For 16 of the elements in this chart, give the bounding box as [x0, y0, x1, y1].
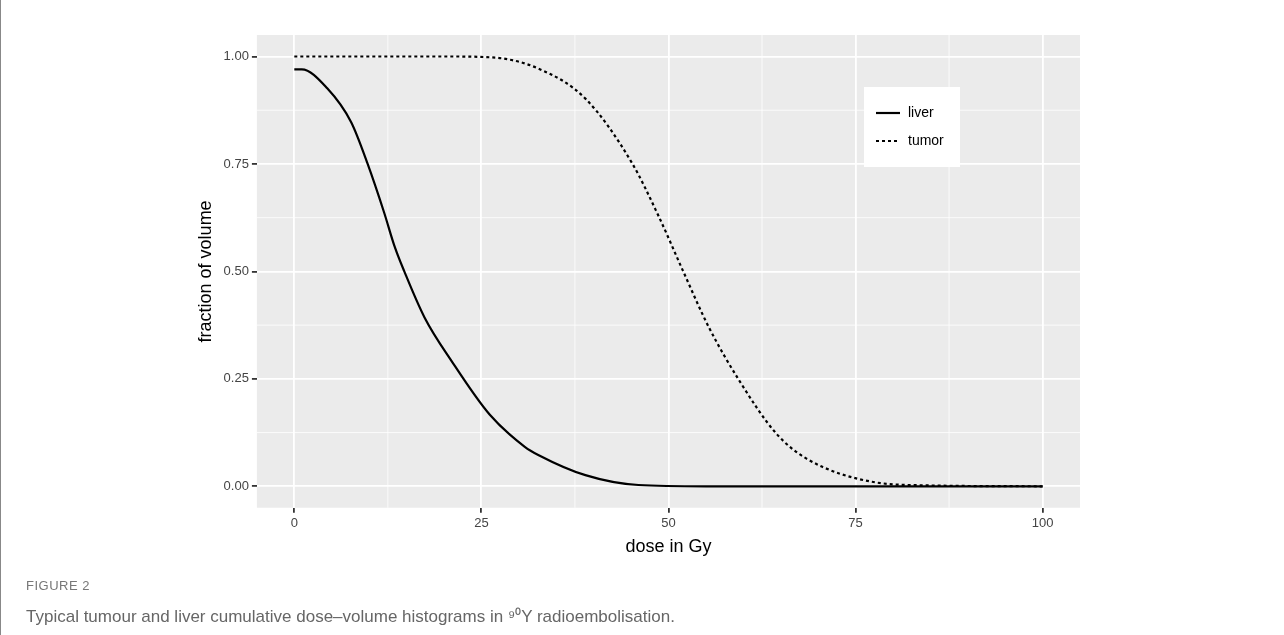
y-tick-label: 0.00 — [223, 477, 249, 493]
x-tick-label: 100 — [1031, 515, 1054, 531]
y-tick-label: 0.50 — [223, 262, 249, 278]
y-tick-label: 1.00 — [223, 48, 249, 64]
y-tick-label: 0.75 — [223, 155, 249, 171]
legend-label: tumor — [908, 131, 945, 148]
x-tick-label: 75 — [848, 515, 863, 531]
x-axis-title: dose in Gy — [625, 536, 712, 557]
y-axis-title: fraction of volume — [194, 200, 215, 343]
legend-label: liver — [908, 103, 935, 120]
caption: FIGURE 2 — [26, 578, 90, 593]
x-tick-label: 25 — [474, 515, 489, 531]
text: Typical tumour and liver cumulative dose–volume histograms in ⁹⁰Y radioembolisation. — [26, 606, 675, 627]
x-tick-label: 50 — [661, 515, 676, 531]
x-tick-label: 0 — [290, 515, 298, 531]
y-tick-label: 0.25 — [223, 370, 249, 386]
